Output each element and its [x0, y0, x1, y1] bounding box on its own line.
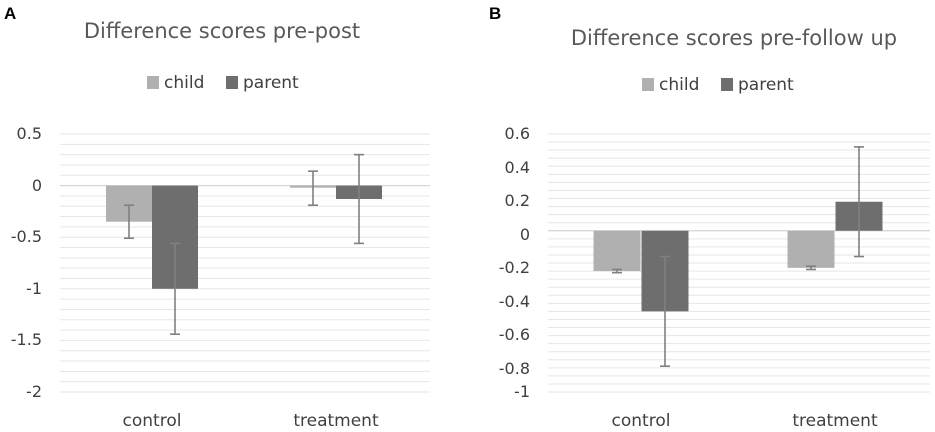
legend-a: child parent [147, 73, 299, 93]
error-bar-child-control [612, 268, 622, 274]
error-bar-child-control [124, 204, 134, 240]
y-tick-label: -1 [26, 279, 42, 298]
x-axis-a: control treatment [123, 411, 379, 431]
error-bar-parent-treatment [854, 146, 864, 258]
legend-label-parent-a: parent [243, 73, 299, 93]
y-tick-label: 0.5 [17, 124, 42, 143]
error-bar-parent-treatment [354, 153, 364, 245]
error-bar-child-treatment [806, 265, 816, 271]
x-category-label: treatment [293, 411, 379, 431]
chart-title-a: Difference scores pre-post [84, 19, 360, 43]
y-tick-label: 0.4 [505, 158, 530, 177]
y-tick-label: -0.2 [499, 258, 530, 277]
bar-child-treatment [787, 230, 835, 268]
error-bar-child-treatment [308, 170, 318, 207]
y-axis-b: 0.6 0.4 0.2 0 -0.2 -0.4 -0.6 -0.8 -1 [499, 124, 530, 401]
y-axis-a: 0.5 0 -0.5 -1 -1.5 -2 [11, 124, 42, 401]
x-axis-b: control treatment [612, 411, 878, 431]
panel-a: A Difference scores pre-post child paren… [4, 4, 430, 431]
panel-b: B Difference scores pre-follow up child … [489, 4, 930, 431]
panel-label-b: B [489, 4, 501, 23]
legend-b: child parent [642, 75, 794, 95]
bar-child-control [593, 230, 641, 272]
y-tick-label: 0.6 [505, 124, 530, 143]
legend-swatch-child-b [642, 78, 654, 91]
y-tick-label: -0.6 [499, 325, 530, 344]
x-category-label: treatment [792, 411, 878, 431]
error-bar-parent-control [660, 255, 670, 368]
error-bars-a [124, 153, 364, 336]
panel-label-a: A [4, 4, 16, 23]
x-category-label: control [612, 411, 671, 431]
error-bar-parent-control [170, 242, 180, 336]
legend-swatch-parent-b [721, 78, 733, 91]
chart-title-b: Difference scores pre-follow up [571, 26, 897, 50]
legend-label-child-b: child [659, 75, 699, 95]
y-tick-label: -0.8 [499, 359, 530, 378]
legend-label-parent-b: parent [738, 75, 794, 95]
y-tick-label: 0.2 [505, 191, 530, 210]
y-tick-label: -2 [26, 382, 42, 401]
legend-label-child-a: child [164, 73, 204, 93]
x-category-label: control [123, 411, 182, 431]
y-tick-label: -1 [514, 382, 530, 401]
y-tick-label: 0 [32, 176, 42, 195]
y-tick-label: -0.5 [11, 227, 42, 246]
error-bars-b [612, 146, 864, 368]
y-tick-label: -1.5 [11, 330, 42, 349]
y-tick-label: -0.4 [499, 292, 530, 311]
legend-swatch-parent-a [226, 76, 238, 89]
legend-swatch-child-a [147, 76, 159, 89]
y-tick-label: 0 [520, 225, 530, 244]
gridlines-a [60, 133, 430, 393]
